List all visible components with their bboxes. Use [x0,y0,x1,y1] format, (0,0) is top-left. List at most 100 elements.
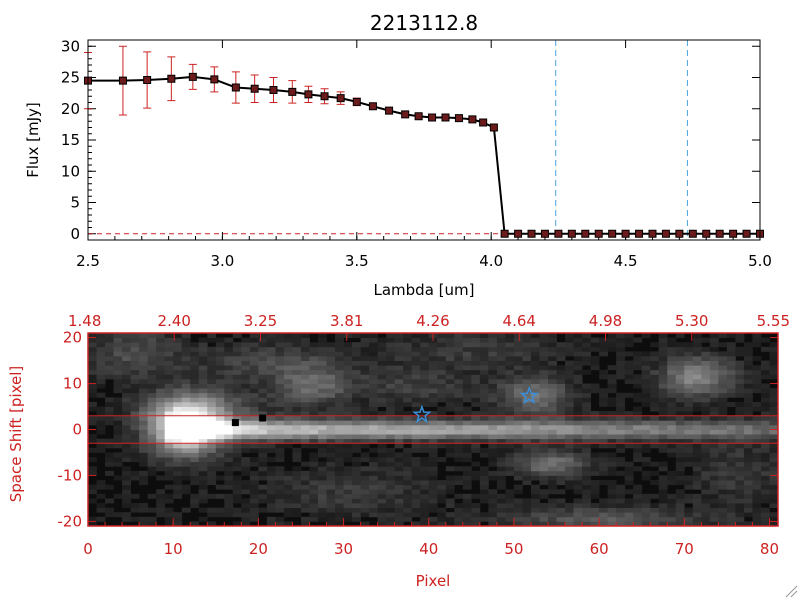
image-pixel [539,447,549,453]
image-pixel [113,434,123,440]
image-pixel [156,378,166,384]
image-pixel [343,443,353,449]
image-pixel [309,480,319,486]
image-pixel [420,507,430,513]
image-pixel [139,342,149,348]
image-pixel [386,351,396,357]
image-pixel [352,397,361,403]
image-pixel [633,521,643,527]
image-pixel [735,429,745,435]
image-pixel [701,406,711,412]
image-pixel [352,429,361,435]
image-pixel [692,521,702,527]
image-pixel [624,392,634,398]
image-pixel [241,392,251,398]
image-pixel [692,392,702,398]
image-pixel [548,503,557,509]
image-pixel [462,493,472,499]
image-pixel [760,434,770,440]
image-pixel [658,434,668,440]
image-pixel [539,434,549,440]
image-pixel [241,420,251,426]
image-pixel [488,351,498,357]
image-pixel [462,355,472,361]
image-pixel [266,466,276,472]
image-pixel [556,470,566,476]
image-pixel [88,470,97,476]
pixel-tick-label: 0 [83,540,93,558]
image-pixel [369,383,379,389]
image-pixel [411,429,421,435]
image-pixel [718,438,728,444]
image-pixel [658,333,668,338]
image-pixel [335,420,344,426]
image-pixel [326,507,336,513]
image-pixel [701,512,711,518]
image-pixel [96,424,106,430]
image-pixel [530,461,540,467]
image-pixel [292,493,302,499]
image-pixel [701,457,711,463]
image-pixel [658,397,668,403]
image-pixel [122,388,131,394]
image-pixel [760,397,770,403]
image-pixel [275,507,285,513]
image-pixel [599,516,609,522]
image-pixel [445,337,455,343]
image-pixel [369,457,379,463]
image-pixel [462,420,472,426]
image-pixel [437,516,447,522]
image-pixel [454,434,464,440]
image-pixel [752,475,762,481]
image-pixel [726,420,736,426]
image-pixel [590,365,600,371]
wavelength-tick-label: 3.81 [330,312,363,330]
image-pixel [207,424,217,430]
image-pixel [505,374,515,380]
image-pixel [641,424,651,430]
image-pixel [241,374,251,380]
image-pixel [352,365,361,371]
image-pixel [471,360,481,366]
image-pixel [675,351,685,357]
image-pixel [224,438,234,444]
image-pixel [411,383,421,389]
image-pixel [590,360,600,366]
image-pixel [479,429,489,435]
image-pixel [198,397,208,403]
image-pixel [249,429,259,435]
image-pixel [633,351,643,357]
image-pixel [718,355,728,361]
image-pixel [386,434,396,440]
image-pixel [718,521,728,527]
image-pixel [684,424,694,430]
image-pixel [692,401,702,407]
image-pixel [505,346,515,352]
image-pixel [283,392,293,398]
image-pixel [582,346,591,352]
image-pixel [377,438,387,444]
image-pixel [573,507,583,513]
image-pixel [743,415,753,421]
data-point [352,97,361,106]
image-pixel [556,457,566,463]
image-pixel [88,466,97,472]
image-pixel [369,411,379,417]
image-pixel [709,346,719,352]
image-pixel [343,351,353,357]
image-pixel [300,333,310,338]
image-pixel [505,415,515,421]
image-pixel [300,401,310,407]
image-pixel [454,378,464,384]
image-pixel [88,489,97,495]
image-pixel [548,401,557,407]
image-pixel [684,461,694,467]
image-pixel [565,351,574,357]
image-pixel [105,333,114,338]
image-pixel [352,355,361,361]
image-pixel [122,383,131,389]
image-pixel [556,378,566,384]
resize-grip-icon[interactable] [785,585,798,598]
image-pixel [488,521,498,527]
image-pixel [701,411,711,417]
